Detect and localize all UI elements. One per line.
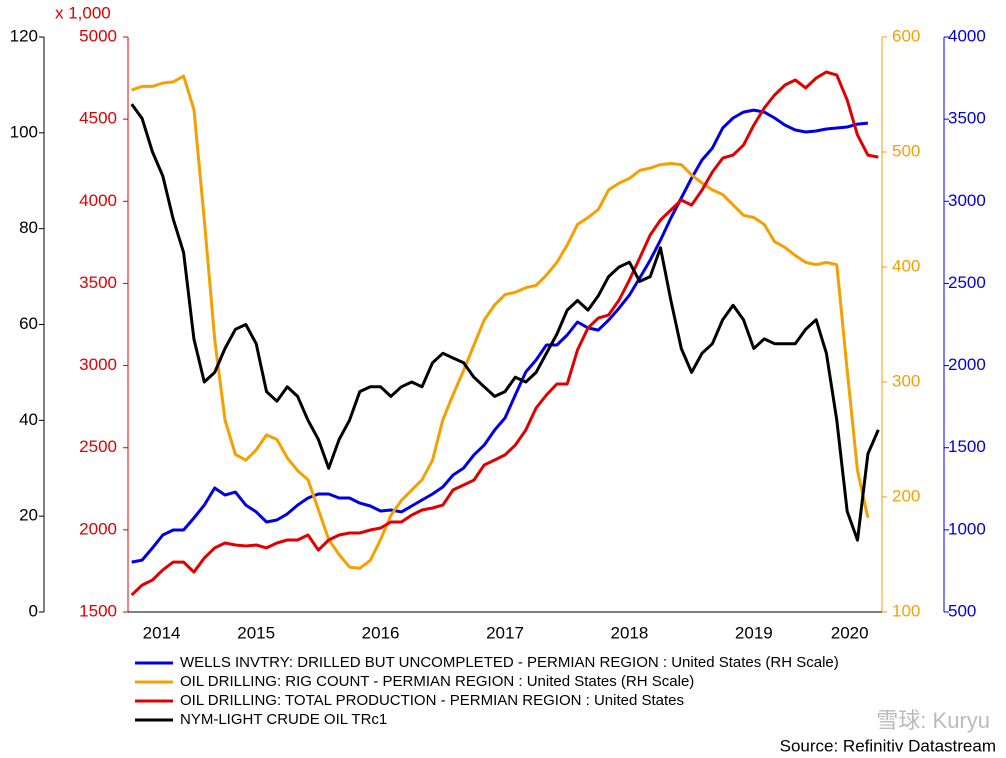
y-tick-label: 3500 [79, 273, 117, 292]
y-tick-label: 120 [10, 26, 38, 45]
legend-label: OIL DRILLING: TOTAL PRODUCTION - PERMIAN… [180, 692, 684, 709]
y-tick-label: 2500 [79, 437, 117, 456]
y-tick-label: 3500 [948, 109, 986, 128]
y-tick-label: 4500 [79, 109, 117, 128]
legend-label: OIL DRILLING: RIG COUNT - PERMIAN REGION… [180, 673, 694, 690]
y-tick-label: 4000 [948, 26, 986, 45]
y-tick-label: 1500 [948, 437, 986, 456]
y-tick-label: 0 [29, 601, 38, 620]
y-tick-label: 40 [19, 410, 38, 429]
watermark: 雪球: Kuryu [876, 708, 990, 733]
series-line [130, 70, 879, 597]
y-tick-label: 60 [19, 314, 38, 333]
y2-unit-label: x 1,000 [55, 3, 111, 22]
y-tick-label: 2000 [948, 355, 986, 374]
y-tick-label: 5000 [79, 26, 117, 45]
y-tick-label: 20 [19, 506, 38, 525]
y-tick-label: 2000 [79, 519, 117, 538]
x-tick-label: 2019 [735, 623, 773, 642]
y-tick-label: 100 [892, 601, 920, 620]
x-tick-label: 2020 [831, 623, 869, 642]
y-tick-label: 600 [892, 26, 920, 45]
y-tick-label: 200 [892, 486, 920, 505]
x-tick-label: 2015 [237, 623, 275, 642]
y-tick-label: 2500 [948, 273, 986, 292]
legend-label: NYM-LIGHT CRUDE OIL TRc1 [180, 711, 387, 728]
legend-label: WELLS INVTRY: DRILLED BUT UNCOMPLETED - … [180, 654, 839, 671]
y-tick-label: 1000 [948, 519, 986, 538]
y-tick-label: 500 [892, 141, 920, 160]
y-tick-label: 80 [19, 218, 38, 237]
x-tick-label: 2014 [143, 623, 181, 642]
y-tick-label: 3000 [948, 191, 986, 210]
series-line [131, 108, 869, 564]
x-tick-label: 2016 [362, 623, 400, 642]
y-tick-label: 1500 [79, 601, 117, 620]
source: Source: Refinitiv Datastream [780, 736, 996, 755]
series-line [130, 103, 880, 542]
y-tick-label: 100 [10, 122, 38, 141]
x-tick-label: 2017 [486, 623, 524, 642]
y-tick-label: 500 [948, 601, 976, 620]
y-tick-label: 3000 [79, 355, 117, 374]
y-tick-label: 4000 [79, 191, 117, 210]
x-tick-label: 2018 [611, 623, 649, 642]
y-tick-label: 400 [892, 256, 920, 275]
y-tick-label: 300 [892, 371, 920, 390]
series-line [131, 74, 870, 570]
